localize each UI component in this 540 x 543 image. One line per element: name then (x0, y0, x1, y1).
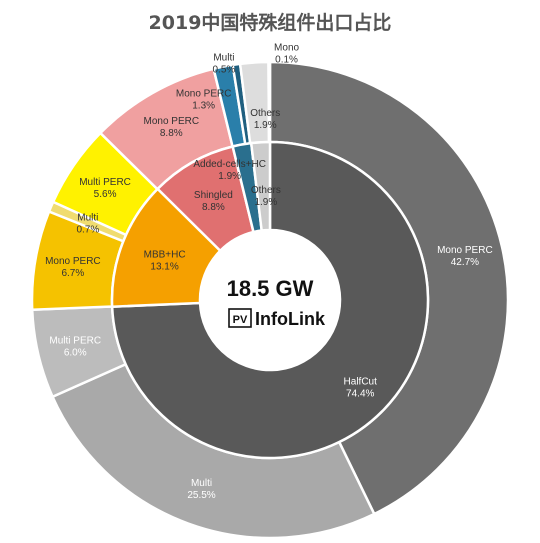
inner-label-mbb-hc-1: MBB+HC 13.1% (144, 249, 186, 272)
center-total: 18.5 GW (227, 276, 314, 301)
outer-label-mono-10: Mono 0.1% (274, 43, 299, 66)
outer-label-multi-perc-2: Multi PERC 6.0% (49, 336, 101, 359)
center-hole (200, 230, 340, 370)
infolink-logo: PV InfoLink (228, 308, 326, 329)
outer-label-mono-perc-7: Mono PERC 1.3% (176, 89, 232, 112)
slice-labels: HalfCut 74.4% MBB+HC 13.1% Shingled 8.8% Added… (45, 43, 493, 501)
logo-mark: PV (233, 314, 248, 326)
outer-ring (30, 60, 510, 540)
outer-label-multi-4: Multi 0.7% (76, 212, 99, 235)
inner-label-halfcut-0: HalfCut 74.4% (344, 376, 378, 399)
inner-label-shingled-2: Shingled 8.8% (194, 190, 233, 213)
inner-ring (110, 140, 430, 460)
outer-label-multi-1: Multi 25.5% (187, 478, 215, 501)
logo-box (228, 308, 252, 328)
outer-label-mono-perc-3: Mono PERC 6.7% (45, 256, 101, 279)
outer-label-others-9: Others 1.9% (250, 108, 280, 131)
chart-title: 2019中国特殊组件出口占比 (148, 12, 392, 34)
outer-label-multi-8: Multi 0.5% (213, 52, 236, 75)
inner-label-others-4: Others 1.9% (251, 185, 281, 208)
outer-label-multi-perc-5: Multi PERC 5.6% (79, 177, 131, 200)
inner-label-added-cells-hc-3: Added-cells+HC 1.9% (193, 159, 266, 182)
outer-label-mono-perc-6: Mono PERC 8.8% (143, 116, 199, 139)
outer-label-mono-perc-0: Mono PERC 42.7% (437, 245, 493, 268)
logo-text: InfoLink (255, 309, 326, 329)
